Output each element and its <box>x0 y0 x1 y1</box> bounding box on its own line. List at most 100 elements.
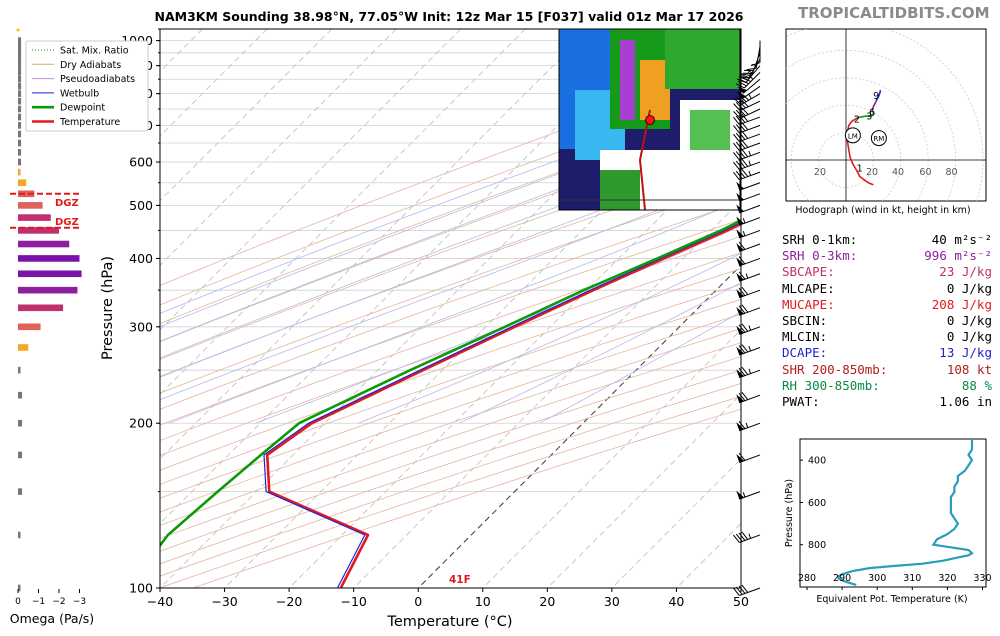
wind-barb-flag <box>738 150 746 159</box>
isotherm-line <box>160 29 397 266</box>
wind-barb-flag <box>733 152 740 161</box>
omega-bar <box>18 62 22 69</box>
index-unit: J/kg <box>954 296 992 312</box>
isotherm-line <box>160 29 526 395</box>
theta-e-panel: 280 290 300 310 320 330 400 600 800 Equivalent P… <box>784 438 992 605</box>
wind-barb-flag <box>739 78 749 85</box>
omega-bar <box>18 584 21 592</box>
x-tick-label: −20 <box>276 594 302 609</box>
wind-barb-flag <box>733 587 740 596</box>
series-temperature <box>265 222 741 588</box>
theta-e-ylabel: Pressure (hPa) <box>784 479 795 547</box>
index-label: MLCAPE: <box>782 280 835 296</box>
legend-label: Dry Adiabats <box>60 60 121 71</box>
index-unit: m²s⁻² <box>946 232 992 247</box>
omega-bar <box>18 214 51 221</box>
index-row: SBCIN: 0 J/kg <box>782 313 992 329</box>
wind-barb-flag <box>738 108 746 117</box>
wind-barb-flag <box>738 94 747 103</box>
wind-barb-flag <box>733 133 740 142</box>
dry-adiabat <box>160 356 741 552</box>
pseudoadiabat <box>160 176 741 401</box>
wind-barb-half-flag <box>745 422 749 428</box>
omega-bar <box>18 139 22 147</box>
index-value: 0 J/kg <box>947 329 992 345</box>
wind-barb-pennant <box>736 346 745 356</box>
brand-watermark: TROPICALTIDBITS.COM <box>798 4 990 22</box>
radar-inset-map <box>558 28 741 211</box>
omega-bar <box>18 391 23 399</box>
wind-barb-flag <box>741 323 749 332</box>
wind-barb-flag <box>741 286 749 295</box>
hodograph-panel: 1 2 36 9 LM RM 20 20 40 60 80 Hodograph (wind in … <box>785 28 987 216</box>
wind-barb <box>739 347 761 356</box>
wind-barb <box>739 133 761 143</box>
skewt-panel: 1246810131620243036 −40−30−20−1001020304… <box>100 28 782 630</box>
x-tick-label: 40 <box>668 594 684 609</box>
wind-barb <box>739 229 761 239</box>
wind-barb-flag <box>739 75 750 79</box>
omega-bar <box>18 255 80 262</box>
omega-bar <box>18 190 35 198</box>
index-label: DCAPE: <box>782 345 828 361</box>
omega-bar <box>18 113 22 121</box>
wind-barb <box>739 151 761 161</box>
hodograph-caption: Hodograph (wind in kt, height in km) <box>795 205 970 216</box>
hodograph-trace <box>871 100 877 111</box>
wind-barb-pennant <box>736 91 747 99</box>
hodograph-ring-label: 60 <box>919 167 931 178</box>
wind-barb-pennant <box>737 86 747 94</box>
index-value: 13 J/kg <box>939 345 992 361</box>
wind-barb-flag <box>733 116 740 125</box>
wind-barb-pennant <box>736 243 745 252</box>
legend: Sat. Mix. Ratio Dry Adiabats Pseudoadiabat… <box>25 40 149 132</box>
omega-bar <box>18 122 22 129</box>
omega-bar <box>18 90 22 97</box>
skewt-ylabel: Pressure (hPa) <box>100 256 116 360</box>
wind-barb-flag <box>738 305 746 314</box>
index-number: 1.06 <box>939 394 970 410</box>
index-value: 40 m²s⁻² <box>932 232 992 248</box>
omega-bar <box>18 240 70 248</box>
index-number: 0 <box>946 329 955 345</box>
wind-barb <box>742 78 761 94</box>
dry-adiabat <box>160 298 741 499</box>
omega-bar <box>18 168 21 176</box>
wind-barb <box>739 394 761 404</box>
dry-adiabat <box>160 342 741 539</box>
theta-e-line <box>837 439 974 586</box>
index-row: MLCIN: 0 J/kg <box>782 329 992 345</box>
hodograph-ring-label: 20 <box>814 167 826 178</box>
theta-e-y-tick-label: 600 <box>808 498 826 509</box>
wind-barb-flag <box>735 141 743 150</box>
y-tick-label: 300 <box>129 319 153 334</box>
wind-barb-flag <box>741 584 749 593</box>
wind-barb-flag <box>733 142 740 151</box>
wind-barb <box>739 204 761 214</box>
omega-bar <box>18 202 43 209</box>
index-unit: in <box>969 394 992 410</box>
y-tick-label: 400 <box>129 251 153 266</box>
index-number: 40 <box>931 232 947 247</box>
wind-barb-flag <box>735 124 743 133</box>
isotherm-line <box>160 29 332 202</box>
dry-adiabat <box>160 87 741 306</box>
wind-barb <box>739 217 761 226</box>
hodograph-height-label: 1 <box>857 164 863 175</box>
omega-bar <box>18 344 29 351</box>
index-row: MLCAPE: 0 J/kg <box>782 281 992 297</box>
index-unit: J/kg <box>954 345 992 361</box>
wind-barb-flag <box>738 271 746 280</box>
wind-barb-half-flag <box>745 273 749 279</box>
wind-barb-half-flag <box>748 170 752 176</box>
omega-bar <box>18 43 22 50</box>
wind-barb-flag <box>740 73 750 79</box>
mixing-ratio-label: 6 <box>777 194 782 203</box>
wind-barb <box>739 182 761 191</box>
legend-label: Wetbulb <box>60 88 99 99</box>
index-label: SBCAPE: <box>782 264 835 280</box>
wind-barb-flag <box>741 531 749 540</box>
y-tick-label: 100 <box>129 581 153 596</box>
wind-barb-flag <box>735 151 743 160</box>
